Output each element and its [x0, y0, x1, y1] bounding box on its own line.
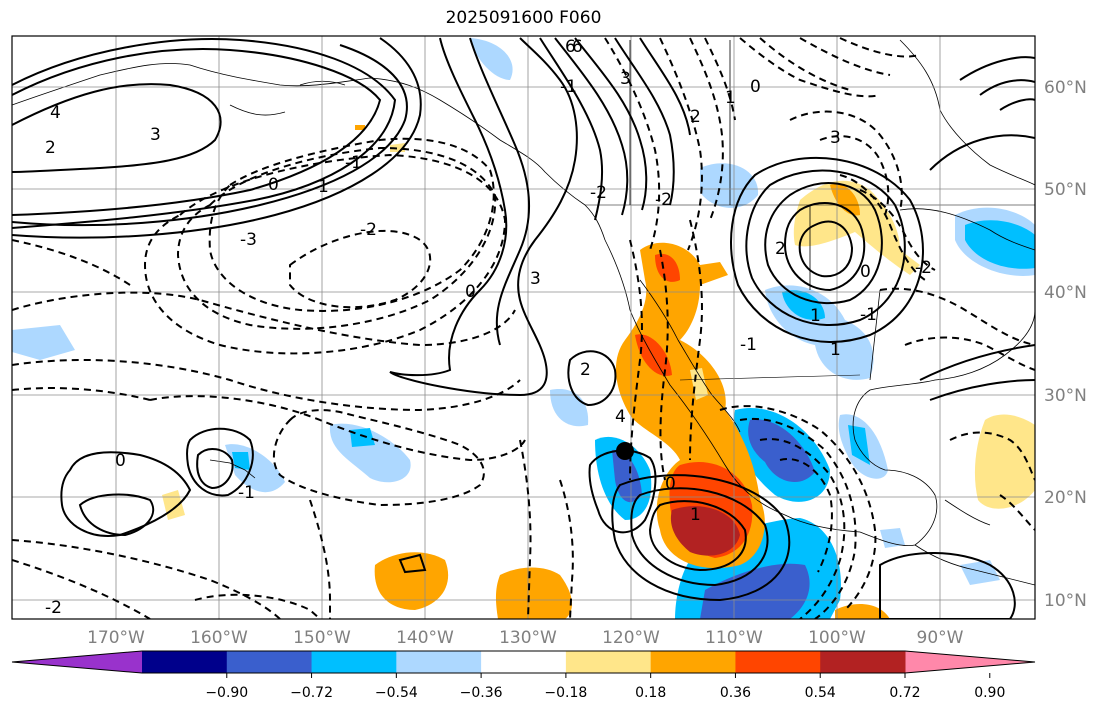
colorbar-segment — [650, 651, 736, 673]
contour-label: -1 — [345, 153, 362, 173]
colorbar-segment — [565, 651, 652, 673]
shaded-anomalies — [12, 38, 1035, 619]
longitude-label: 120°W — [602, 628, 660, 648]
contour-label: 6 — [565, 37, 576, 57]
contour-label: 1 — [725, 88, 736, 108]
contour-label: 1 — [318, 177, 329, 197]
colorbar-tick-label: −0.54 — [375, 685, 418, 701]
latitude-axis: 60°N 50°N 40°N 30°N 20°N 10°N — [1044, 78, 1087, 611]
contour-label: 1 — [810, 306, 821, 326]
colorbar-segment — [820, 651, 906, 673]
contour-label: -3 — [240, 230, 257, 250]
contour-label: -2 — [360, 220, 377, 240]
longitude-label: 170°W — [87, 628, 145, 648]
contour-label: -1 — [560, 77, 577, 97]
contour-label: -2 — [655, 190, 672, 210]
coastlines — [12, 39, 1035, 586]
longitude-label: 130°W — [499, 628, 557, 648]
colorbar-tick-label: −0.72 — [290, 685, 333, 701]
longitude-label: 140°W — [396, 628, 454, 648]
contour-label: 2 — [580, 360, 591, 380]
contour-label: 4 — [615, 407, 626, 427]
colorbar-tick-label: 0.18 — [635, 685, 666, 701]
colorbar-outline — [11, 650, 1036, 674]
colorbar-tick-label: −0.90 — [205, 685, 248, 701]
contour-label: 0 — [665, 474, 676, 494]
negative-contours — [12, 37, 1035, 619]
latitude-label: 20°N — [1044, 488, 1087, 508]
longitude-label: 150°W — [293, 628, 351, 648]
longitude-label: 110°W — [705, 628, 763, 648]
longitude-label: 90°W — [917, 628, 964, 648]
longitude-label: 100°W — [808, 628, 866, 648]
colorbar-tick-label: 0.90 — [974, 685, 1005, 701]
contour-label: 3 — [530, 269, 541, 289]
contour-label: -2 — [590, 183, 607, 203]
colorbar-extend-high — [905, 651, 1035, 673]
contour-label: 0 — [465, 282, 476, 302]
colorbar-tick-label: 0.54 — [805, 685, 836, 701]
contour-label: -1 — [238, 483, 255, 503]
contour-label: 0 — [268, 175, 279, 195]
location-marker — [616, 442, 634, 460]
contour-label: 0 — [115, 451, 126, 471]
contour-label: -1 — [860, 305, 877, 325]
positive-contours — [12, 37, 1035, 619]
contour-label: 3 — [620, 69, 631, 89]
contour-label: 3 — [150, 125, 161, 145]
colorbar-tick-label: 0.36 — [720, 685, 751, 701]
contour-label: -2 — [915, 258, 932, 278]
contour-label: 3 — [830, 128, 841, 148]
contour-label: -1 — [740, 335, 757, 355]
contour-label: 0 — [750, 77, 761, 97]
colorbar-segment — [311, 651, 397, 673]
latitude-label: 30°N — [1044, 386, 1087, 406]
contour-label: 2 — [690, 107, 701, 127]
colorbar-segment — [226, 651, 313, 673]
longitude-axis: 170°W 160°W 150°W 140°W 130°W 120°W 110°W 100°W… — [87, 628, 964, 648]
contour-label: 4 — [50, 103, 61, 123]
contour-label: 2 — [775, 239, 786, 259]
contour-label: 1 — [690, 505, 701, 525]
contour-label: 2 — [45, 138, 56, 158]
colorbar-segment — [481, 651, 567, 673]
latitude-label: 40°N — [1044, 283, 1087, 303]
longitude-label: 160°W — [190, 628, 248, 648]
contour-label: 0 — [860, 262, 871, 282]
colorbar-tick-label: −0.18 — [544, 685, 587, 701]
colorbar-tick-label: 0.72 — [889, 685, 920, 701]
colorbar-extend-low — [12, 651, 142, 673]
colorbar-segment — [396, 651, 482, 673]
latitude-label: 10°N — [1044, 591, 1087, 611]
contour-label: -2 — [45, 598, 62, 618]
colorbar-tick-label: −0.36 — [460, 685, 503, 701]
map-frame — [11, 35, 1036, 620]
colorbar-segment — [142, 651, 228, 673]
contour-label: 1 — [830, 340, 841, 360]
latitude-label: 50°N — [1044, 180, 1087, 200]
map-title: 2025091600 F060 — [445, 8, 602, 28]
latitude-label: 60°N — [1044, 78, 1087, 98]
colorbar-segment — [735, 651, 821, 673]
contour-label: 6 — [572, 37, 583, 57]
